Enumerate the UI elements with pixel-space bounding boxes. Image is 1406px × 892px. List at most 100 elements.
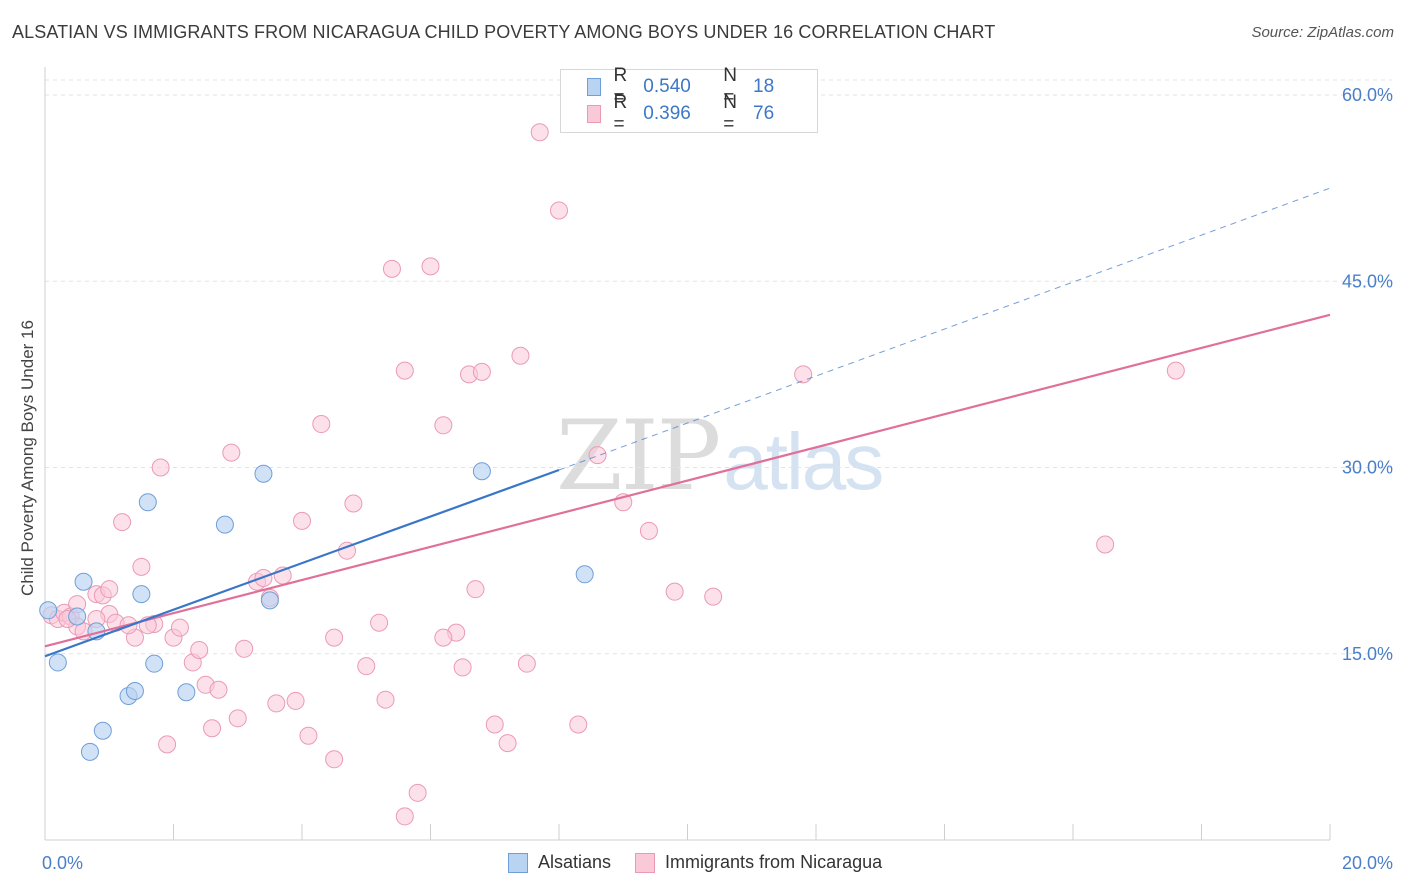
legend-swatch-blue: [508, 852, 528, 873]
data-point-immigrants: [293, 511, 311, 530]
data-point-alsatians: [472, 462, 491, 481]
data-point-alsatians: [215, 515, 234, 534]
data-point-immigrants: [421, 257, 440, 276]
data-point-alsatians: [575, 565, 594, 584]
trend-line-immigrants: [44, 313, 1331, 648]
data-point-immigrants: [665, 582, 684, 601]
data-point-immigrants: [325, 628, 344, 647]
legend-r-label: R =: [613, 65, 628, 108]
data-point-immigrants: [286, 691, 305, 710]
data-point-immigrants: [100, 580, 119, 599]
y-tick-label: 30.0%: [1342, 458, 1393, 478]
data-point-immigrants: [511, 346, 530, 365]
data-point-immigrants: [376, 690, 395, 709]
trend-line-alsatians: [44, 468, 560, 658]
data-point-immigrants: [466, 580, 485, 599]
series-legend: Alsatians Immigrants from Nicaragua: [508, 852, 906, 873]
data-point-immigrants: [370, 613, 389, 632]
data-point-alsatians: [145, 654, 164, 673]
legend-row-alsatians: R = 0.540 N = 18: [587, 65, 817, 108]
trend-lines: [44, 187, 1331, 658]
data-point-immigrants: [704, 587, 723, 606]
series-immigrants-points: [42, 102, 1185, 826]
data-point-immigrants: [325, 750, 344, 769]
data-point-immigrants: [1096, 535, 1115, 554]
legend-item-immigrants: Immigrants from Nicaragua: [635, 852, 882, 873]
axes: [44, 67, 1331, 841]
data-point-immigrants: [639, 521, 658, 540]
correlation-legend: R = 0.540 N = 18 R = 0.396 N = 76: [560, 65, 818, 135]
legend-row-immigrants: R = 0.396 N = 76: [587, 92, 817, 135]
data-point-immigrants: [530, 123, 549, 142]
legend-label-immigrants: Immigrants from Nicaragua: [665, 852, 883, 872]
data-point-immigrants: [132, 557, 151, 576]
x-tick-label: 20.0%: [1342, 853, 1393, 873]
data-point-alsatians: [93, 721, 112, 740]
series-alsatians-points: [39, 462, 594, 761]
legend-label-alsatians: Alsatians: [538, 852, 612, 872]
data-point-immigrants: [434, 628, 453, 647]
data-point-immigrants: [395, 807, 414, 826]
legend-swatch-pink: [587, 105, 601, 123]
legend-n-value: 18: [753, 76, 775, 97]
source-label: Source: ZipAtlas.com: [1251, 24, 1394, 41]
data-point-immigrants: [1166, 361, 1185, 380]
data-point-immigrants: [588, 446, 607, 465]
data-point-immigrants: [485, 715, 504, 734]
watermark-atlas: atlas: [723, 417, 884, 506]
data-point-immigrants: [209, 680, 228, 699]
data-point-immigrants: [357, 657, 376, 676]
legend-r-value: 0.540: [643, 76, 691, 97]
data-point-immigrants: [151, 458, 170, 477]
data-point-immigrants: [312, 415, 331, 434]
y-tick-label: 45.0%: [1342, 271, 1393, 291]
grid-lines: [45, 79, 1392, 655]
legend-item-alsatians: Alsatians: [508, 852, 611, 873]
trend-line-alsatians-extension: [558, 187, 1331, 471]
chart-title: ALSATIAN VS IMMIGRANTS FROM NICARAGUA CH…: [12, 22, 996, 42]
data-point-alsatians: [177, 683, 196, 702]
data-point-immigrants: [190, 641, 209, 660]
data-point-immigrants: [453, 658, 472, 677]
data-point-alsatians: [132, 585, 151, 604]
data-point-immigrants: [235, 639, 254, 658]
data-point-immigrants: [299, 726, 318, 745]
y-tick-label: 60.0%: [1342, 85, 1393, 105]
data-point-immigrants: [228, 709, 247, 728]
data-point-alsatians: [260, 591, 279, 610]
data-point-immigrants: [472, 362, 491, 381]
legend-n-label: N =: [723, 92, 738, 135]
legend-n-value: 76: [753, 103, 775, 124]
data-point-alsatians: [254, 464, 273, 483]
data-point-immigrants: [517, 654, 536, 673]
data-point-alsatians: [39, 601, 58, 620]
x-tick-label: 0.0%: [42, 853, 83, 873]
data-point-immigrants: [395, 361, 414, 380]
legend-r-value: 0.396: [643, 103, 691, 124]
data-point-alsatians: [80, 742, 99, 761]
data-point-immigrants: [222, 443, 241, 462]
legend-r-label: R =: [613, 92, 628, 135]
data-point-immigrants: [267, 694, 286, 713]
legend-swatch-pink: [635, 852, 656, 873]
data-point-immigrants: [170, 618, 189, 637]
y-tick-label: 15.0%: [1342, 644, 1393, 664]
data-point-alsatians: [125, 682, 144, 700]
data-point-immigrants: [158, 735, 177, 754]
data-point-alsatians: [68, 607, 87, 626]
data-point-alsatians: [138, 493, 157, 512]
data-point-immigrants: [113, 513, 132, 532]
tick-labels: 15.0% 30.0% 45.0% 60.0% 0.0% 20.0%: [42, 85, 1393, 873]
data-point-immigrants: [408, 783, 427, 802]
data-point-immigrants: [344, 494, 363, 513]
data-point-immigrants: [794, 365, 813, 384]
data-point-immigrants: [203, 719, 222, 738]
data-point-immigrants: [498, 734, 517, 753]
data-point-alsatians: [74, 572, 93, 591]
data-point-immigrants: [434, 416, 453, 435]
legend-n-label: N =: [723, 65, 738, 108]
data-point-immigrants: [382, 259, 401, 278]
data-point-immigrants: [550, 201, 568, 220]
legend-swatch-blue: [587, 78, 601, 96]
